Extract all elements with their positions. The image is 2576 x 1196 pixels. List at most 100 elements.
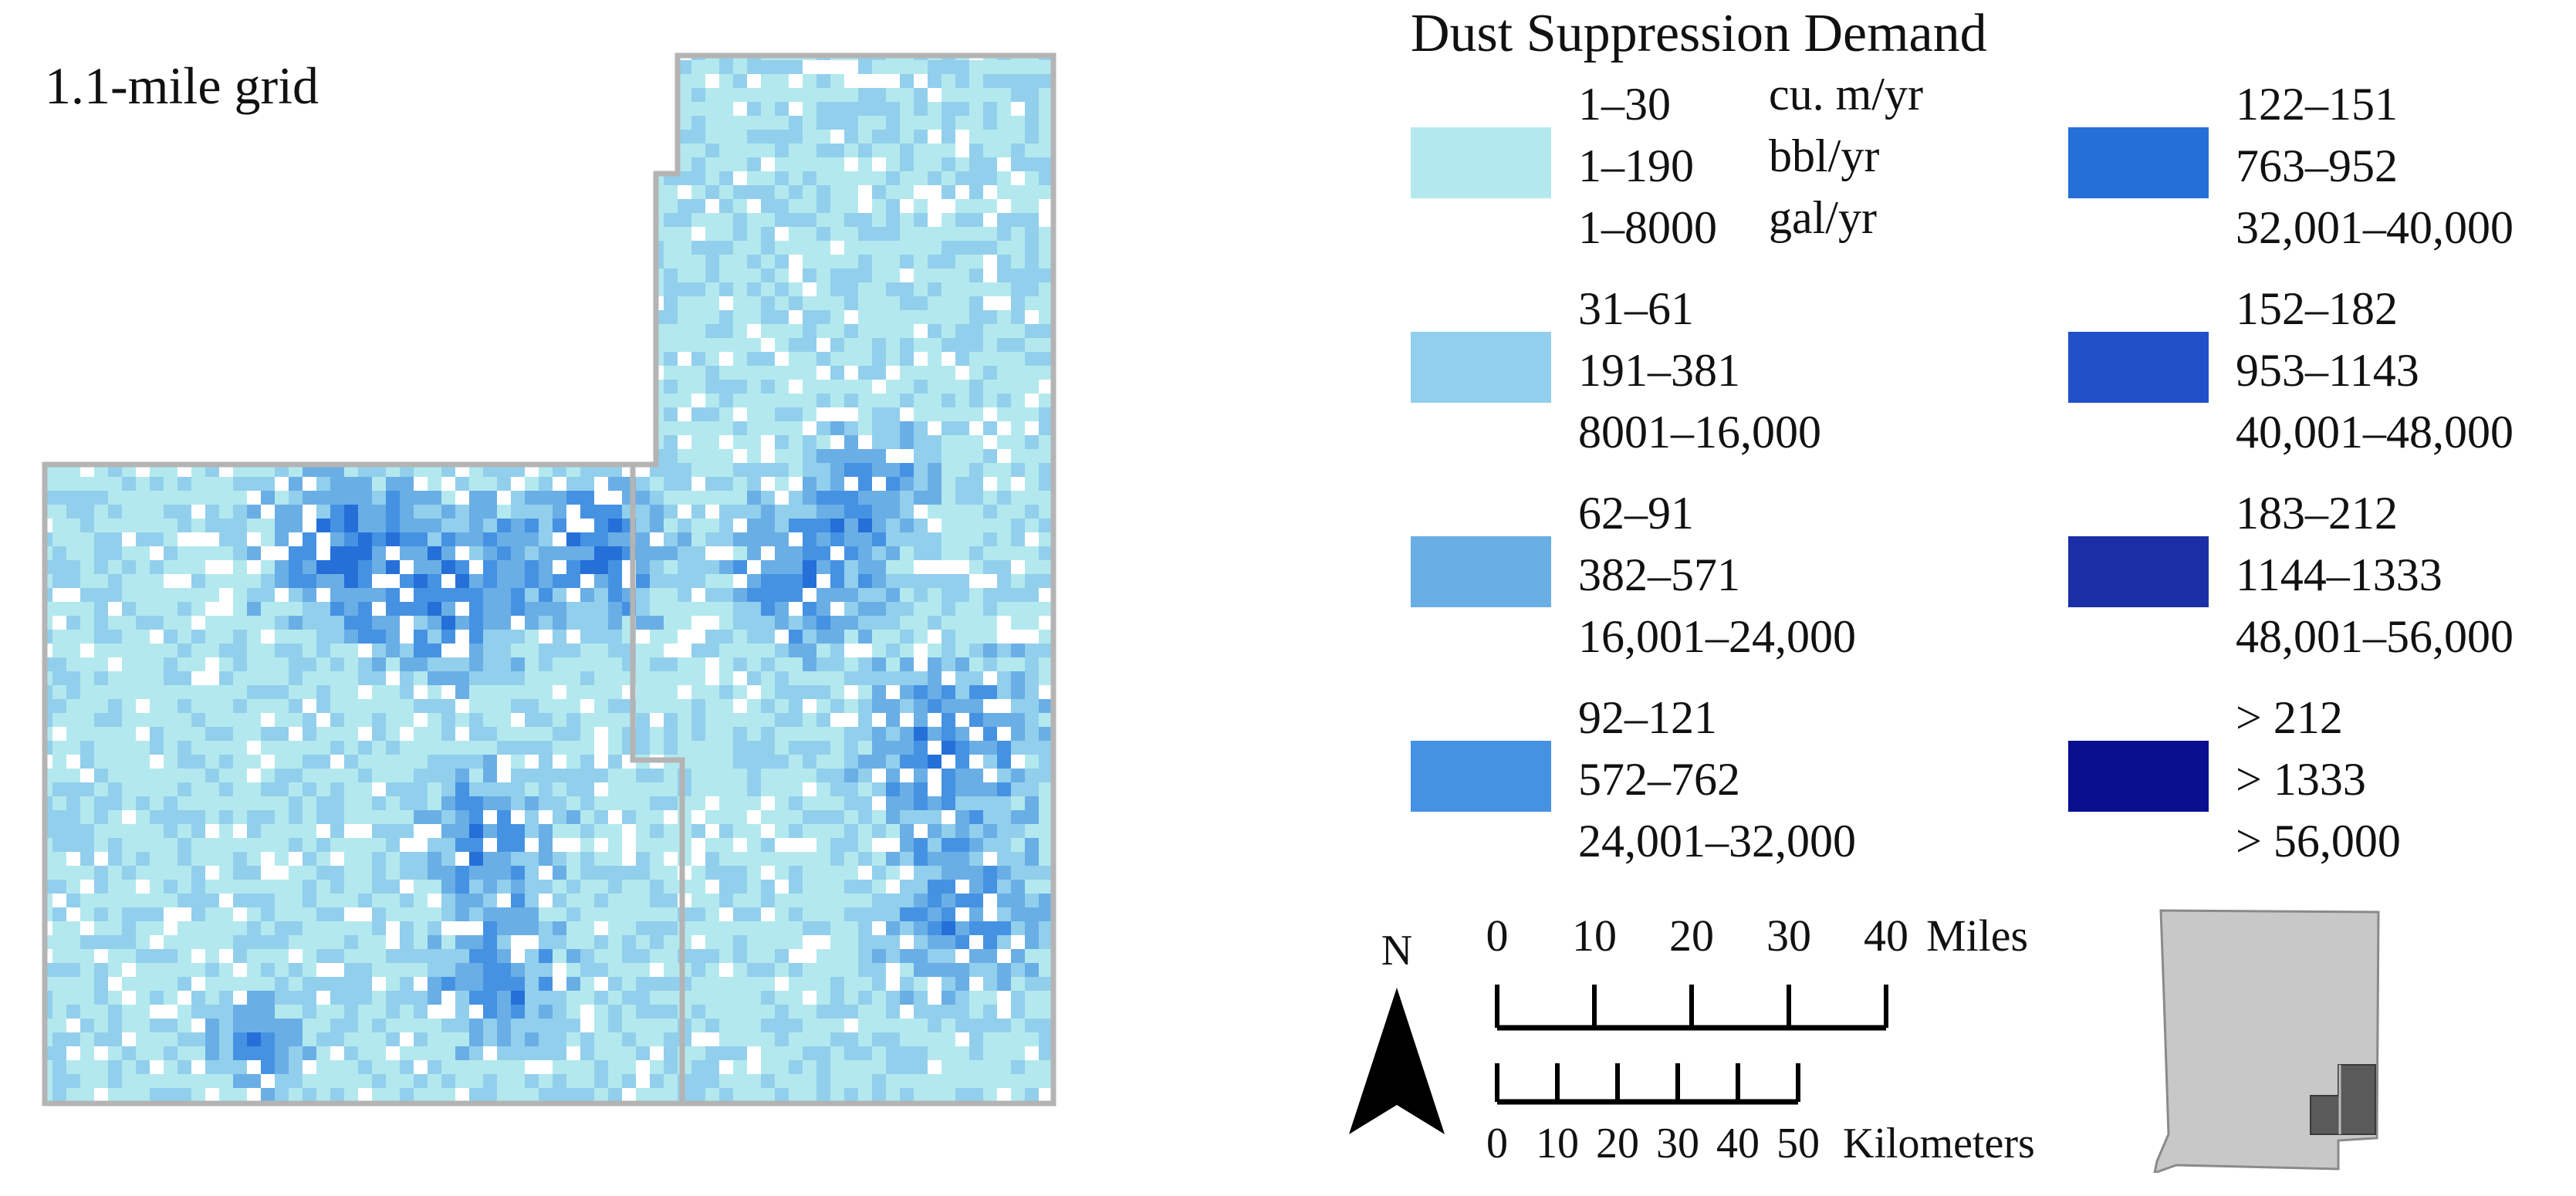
grid-cell xyxy=(441,782,455,796)
grid-cell xyxy=(664,269,678,282)
grid-cell xyxy=(525,449,539,463)
grid-cell xyxy=(719,144,733,157)
grid-cell xyxy=(358,56,372,60)
grid-cell xyxy=(428,505,441,519)
grid-cell xyxy=(1011,227,1025,241)
grid-cell xyxy=(997,310,1011,324)
grid-cell xyxy=(414,241,428,255)
grid-cell xyxy=(691,1046,705,1060)
grid-cell xyxy=(45,560,52,574)
grid-cell xyxy=(941,921,955,935)
grid-cell xyxy=(247,644,261,657)
grid-cell xyxy=(872,338,886,352)
grid-cell xyxy=(1025,852,1039,866)
grid-cell xyxy=(566,407,580,421)
grid-cell xyxy=(733,810,747,824)
grid-cell xyxy=(886,907,900,921)
grid-cell xyxy=(525,782,539,796)
grid-cell xyxy=(844,894,858,907)
grid-cell xyxy=(1039,60,1053,74)
grid-cell xyxy=(483,560,497,574)
grid-cell xyxy=(358,477,372,491)
grid-cell xyxy=(233,560,247,574)
grid-cell xyxy=(455,1005,469,1019)
grid-cell xyxy=(45,935,52,949)
grid-cell xyxy=(136,574,150,588)
grid-cell xyxy=(303,171,316,185)
grid-cell xyxy=(1039,880,1053,894)
grid-cell xyxy=(358,296,372,310)
grid-cell xyxy=(1011,463,1025,477)
grid-cell xyxy=(80,1005,94,1019)
grid-cell xyxy=(997,463,1011,477)
grid-cell xyxy=(497,991,511,1005)
grid-cell xyxy=(455,532,469,546)
grid-cell xyxy=(441,352,455,366)
grid-cell xyxy=(775,449,789,463)
grid-cell xyxy=(330,630,344,644)
grid-cell xyxy=(678,588,691,602)
grid-cell xyxy=(900,852,914,866)
grid-cell xyxy=(553,421,566,435)
grid-cell xyxy=(886,407,900,421)
grid-cell xyxy=(233,894,247,907)
grid-cell xyxy=(566,782,580,796)
grid-cell xyxy=(608,366,622,380)
grid-cell xyxy=(691,449,705,463)
grid-cell xyxy=(997,1019,1011,1032)
grid-cell xyxy=(108,171,122,185)
grid-cell xyxy=(886,463,900,477)
grid-cell xyxy=(761,116,775,130)
grid-cell xyxy=(900,907,914,921)
grid-cell xyxy=(247,935,261,949)
grid-cell xyxy=(66,352,80,366)
grid-cell xyxy=(275,213,289,227)
grid-cell xyxy=(52,644,66,657)
grid-cell xyxy=(1025,255,1039,269)
grid-cell xyxy=(428,810,441,824)
grid-cell xyxy=(233,588,247,602)
grid-cell xyxy=(858,769,872,782)
grid-cell xyxy=(844,574,858,588)
grid-cell xyxy=(594,880,608,894)
grid-cell xyxy=(414,407,428,421)
grid-cell xyxy=(428,977,441,991)
grid-cell xyxy=(164,255,177,269)
grid-cell xyxy=(941,269,955,282)
grid-cell xyxy=(705,782,719,796)
grid-cell xyxy=(483,866,497,880)
grid-cell xyxy=(622,324,636,338)
grid-cell xyxy=(1025,296,1039,310)
grid-cell xyxy=(122,880,136,894)
grid-cell xyxy=(52,282,66,296)
grid-cell xyxy=(247,1046,261,1060)
grid-cell xyxy=(594,380,608,394)
grid-cell xyxy=(358,657,372,671)
grid-cell xyxy=(844,435,858,449)
grid-cell xyxy=(261,296,275,310)
grid-cell xyxy=(872,1032,886,1046)
grid-cell xyxy=(816,227,830,241)
grid-cell xyxy=(316,741,330,755)
grid-cell xyxy=(177,394,191,407)
grid-cell xyxy=(247,810,261,824)
grid-cell xyxy=(108,227,122,241)
grid-cell xyxy=(386,741,400,755)
grid-cell xyxy=(914,852,928,866)
grid-cell xyxy=(177,755,191,769)
grid-cell xyxy=(789,574,803,588)
grid-cell xyxy=(761,935,775,949)
grid-cell xyxy=(469,185,483,199)
grid-cell xyxy=(191,560,205,574)
grid-cell xyxy=(344,477,358,491)
grid-cell xyxy=(622,907,636,921)
grid-cell xyxy=(177,296,191,310)
grid-cell xyxy=(983,588,997,602)
grid-cell xyxy=(636,907,650,921)
grid-cell xyxy=(330,366,344,380)
grid-cell xyxy=(428,56,441,60)
grid-cell xyxy=(580,727,594,741)
grid-cell xyxy=(177,505,191,519)
grid-cell xyxy=(636,532,650,546)
grid-cell xyxy=(816,741,830,755)
